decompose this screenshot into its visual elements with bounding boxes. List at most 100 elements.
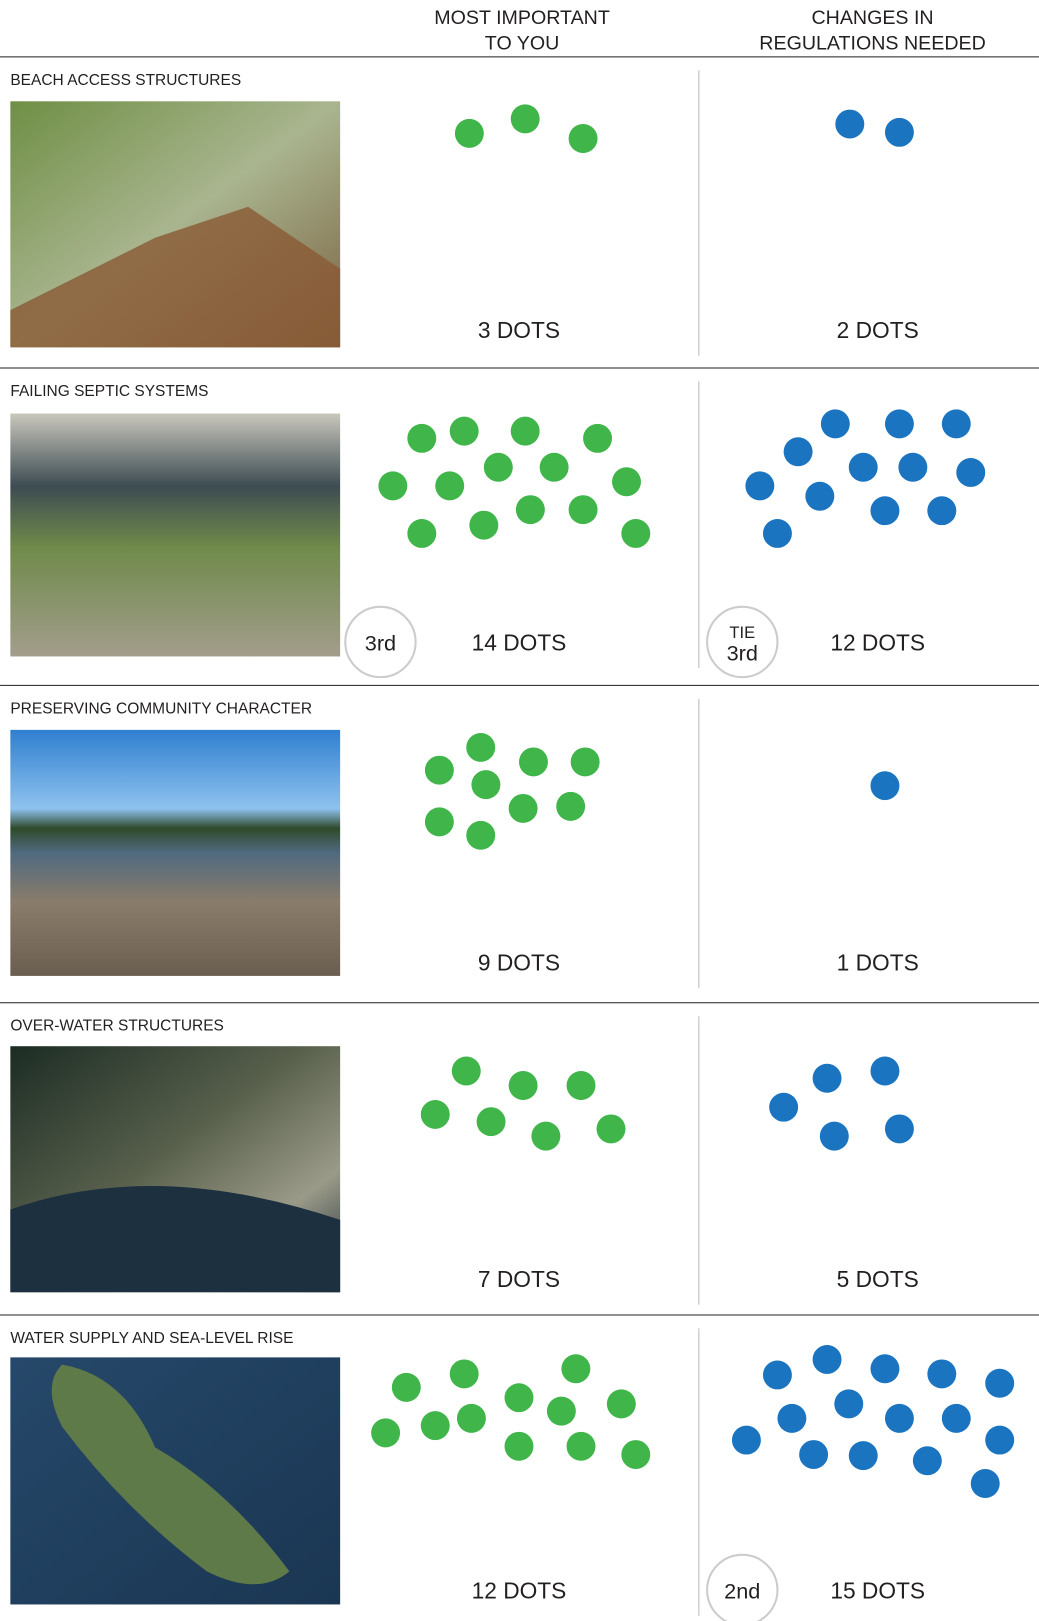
- vote-dot: [805, 482, 834, 511]
- vote-dot: [407, 519, 436, 548]
- vote-dot: [452, 1057, 481, 1086]
- vote-dot: [511, 104, 540, 133]
- vote-dot: [435, 471, 464, 500]
- vote-dot: [392, 1373, 421, 1402]
- column-header: CHANGES IN: [811, 7, 933, 29]
- vote-dot: [835, 110, 864, 139]
- vote-dot: [784, 437, 813, 466]
- vote-dot: [556, 792, 585, 821]
- vote-dot: [732, 1426, 761, 1455]
- vote-dot: [985, 1426, 1014, 1455]
- vote-dot: [540, 453, 569, 482]
- dot-count: 12 DOTS: [830, 629, 925, 655]
- vote-dot: [821, 409, 850, 438]
- vote-dot: [509, 794, 538, 823]
- vote-dot: [870, 496, 899, 525]
- vote-dot: [455, 119, 484, 148]
- vote-dot: [813, 1345, 842, 1374]
- vote-dot: [971, 1469, 1000, 1498]
- vote-dot: [942, 409, 971, 438]
- dot-count: 5 DOTS: [837, 1266, 919, 1292]
- column-header: MOST IMPORTANT: [434, 7, 610, 29]
- vote-dot: [942, 1404, 971, 1433]
- row-title: FAILING SEPTIC SYSTEMS: [10, 383, 208, 400]
- vote-dot: [567, 1432, 596, 1461]
- dot-count: 2 DOTS: [837, 317, 919, 343]
- vote-dot: [820, 1122, 849, 1151]
- photo-septic: [10, 414, 340, 657]
- vote-dot: [569, 495, 598, 524]
- vote-dot: [885, 118, 914, 147]
- vote-dot: [799, 1440, 828, 1469]
- vote-dot: [477, 1107, 506, 1136]
- vote-dot: [745, 471, 774, 500]
- vote-dot: [956, 458, 985, 487]
- dot-count: 12 DOTS: [472, 1577, 567, 1603]
- vote-dot: [466, 733, 495, 762]
- vote-dot: [567, 1071, 596, 1100]
- vote-dot: [612, 467, 641, 496]
- vote-dot: [511, 417, 540, 446]
- vote-dot: [421, 1411, 450, 1440]
- vote-dot: [571, 747, 600, 776]
- dot-vote-sheet: MOST IMPORTANT TO YOU CHANGES IN REGULATION…: [0, 0, 1039, 1621]
- vote-dot: [425, 756, 454, 785]
- dot-count: 15 DOTS: [830, 1577, 925, 1603]
- vote-dot: [469, 511, 498, 540]
- vote-dot: [621, 519, 650, 548]
- dot-count: 1 DOTS: [837, 950, 919, 976]
- rank-label: TIE: [729, 623, 755, 642]
- vote-dot: [569, 124, 598, 153]
- vote-dot: [450, 1359, 479, 1388]
- vote-dot: [516, 495, 545, 524]
- vote-dot: [505, 1383, 534, 1412]
- vote-dot: [425, 807, 454, 836]
- vote-dot: [597, 1114, 626, 1143]
- dot-count: 3 DOTS: [478, 317, 560, 343]
- vote-dot: [505, 1432, 534, 1461]
- dot-count: 7 DOTS: [478, 1266, 560, 1292]
- vote-dot: [607, 1389, 636, 1418]
- row-title: WATER SUPPLY AND SEA-LEVEL RISE: [10, 1330, 293, 1347]
- vote-dot: [849, 1441, 878, 1470]
- vote-dot: [509, 1071, 538, 1100]
- vote-dot: [769, 1093, 798, 1122]
- dot-count: 14 DOTS: [472, 629, 567, 655]
- vote-dot: [813, 1064, 842, 1093]
- vote-dot: [885, 1404, 914, 1433]
- vote-dot: [777, 1404, 806, 1433]
- vote-dot: [849, 453, 878, 482]
- vote-dot: [471, 770, 500, 799]
- vote-dot: [927, 1359, 956, 1388]
- vote-dot: [450, 417, 479, 446]
- vote-dot: [407, 424, 436, 453]
- vote-dot: [621, 1440, 650, 1469]
- vote-dot: [561, 1354, 590, 1383]
- vote-dot: [763, 519, 792, 548]
- rank-label: 2nd: [724, 1578, 760, 1603]
- vote-dot: [913, 1446, 942, 1475]
- column-header: REGULATIONS NEEDED: [759, 33, 985, 55]
- row-title: BEACH ACCESS STRUCTURES: [10, 72, 241, 89]
- row-title: PRESERVING COMMUNITY CHARACTER: [10, 700, 312, 717]
- vote-dot: [583, 424, 612, 453]
- row-title: OVER-WATER STRUCTURES: [10, 1018, 224, 1035]
- vote-dot: [927, 496, 956, 525]
- vote-dot: [834, 1389, 863, 1418]
- rank-label: 3rd: [727, 641, 758, 666]
- column-header: TO YOU: [485, 33, 560, 55]
- vote-dot: [371, 1418, 400, 1447]
- photo-shoreline: [10, 730, 340, 976]
- vote-dot: [519, 747, 548, 776]
- vote-dot: [466, 821, 495, 850]
- vote-dot: [378, 471, 407, 500]
- vote-dot: [870, 1354, 899, 1383]
- photos: [10, 101, 340, 1604]
- vote-dot: [457, 1404, 486, 1433]
- vote-dot: [531, 1122, 560, 1151]
- vote-dot: [885, 1114, 914, 1143]
- vote-dot: [870, 1057, 899, 1086]
- vote-dot: [421, 1100, 450, 1129]
- rank-label: 3rd: [365, 630, 396, 655]
- vote-dot: [763, 1360, 792, 1389]
